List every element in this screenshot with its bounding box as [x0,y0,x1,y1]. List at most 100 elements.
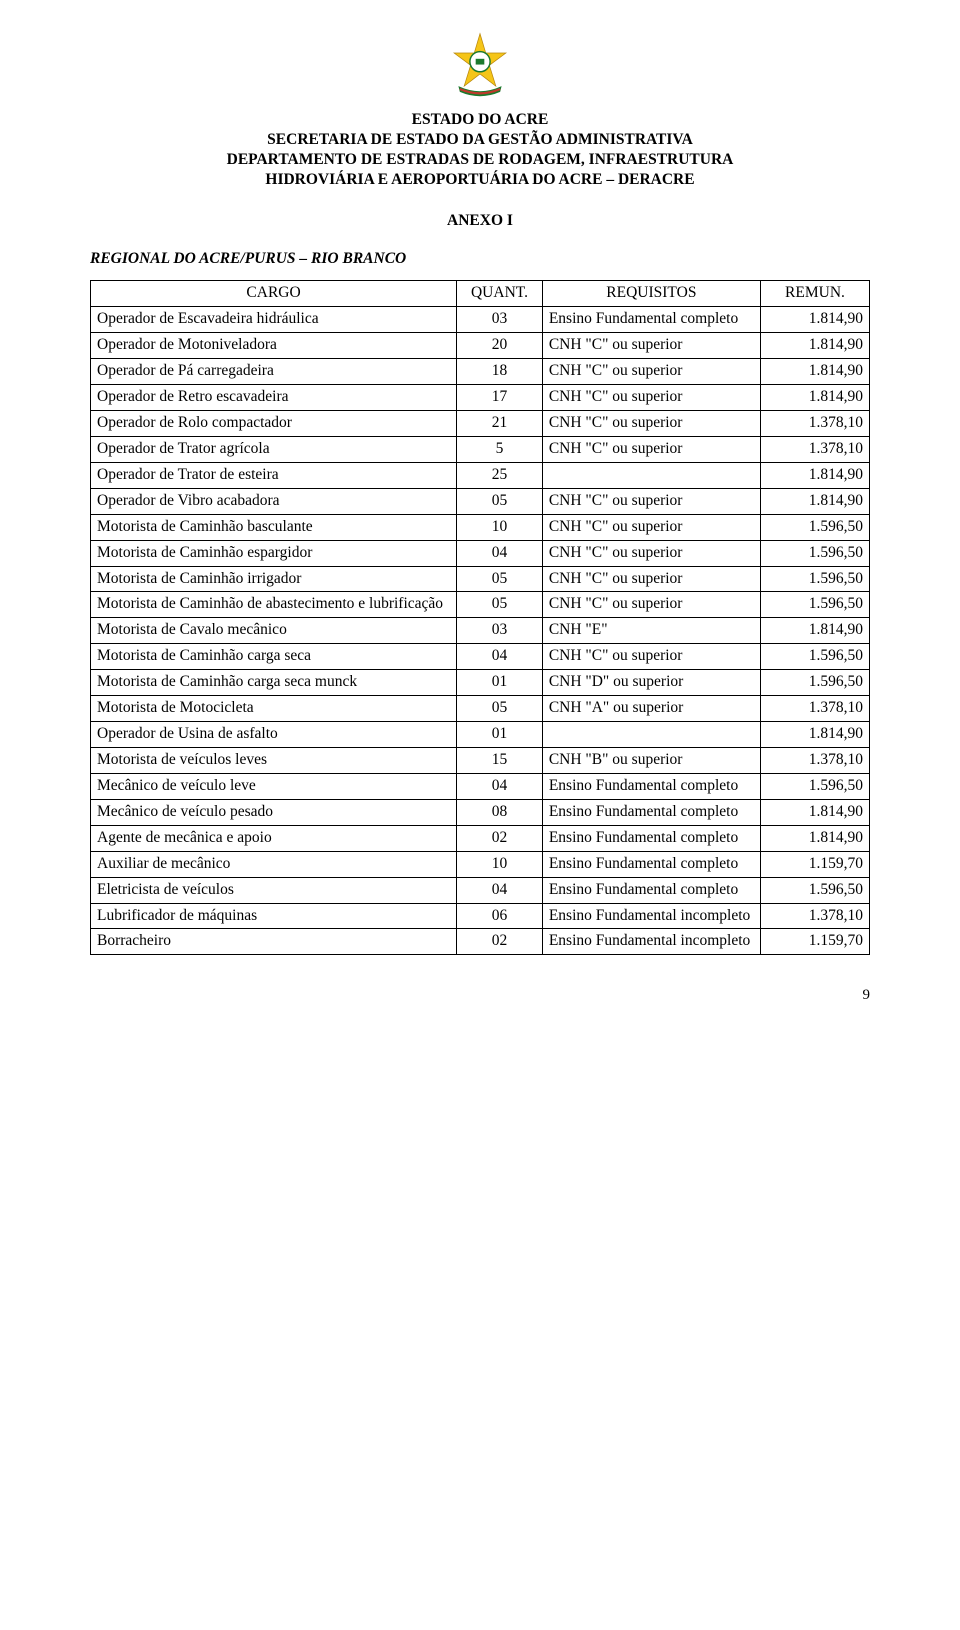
cell-quant: 02 [457,825,543,851]
col-requisitos: REQUISITOS [542,281,760,307]
cell-quant: 18 [457,359,543,385]
cell-quant: 04 [457,773,543,799]
cell-quant: 06 [457,903,543,929]
table-row: Motorista de Caminhão carga seca munck01… [91,670,870,696]
cell-requisitos: CNH "E" [542,618,760,644]
cell-requisitos: CNH "C" ou superior [542,592,760,618]
cell-quant: 10 [457,514,543,540]
cell-requisitos [542,722,760,748]
cell-cargo: Motorista de Cavalo mecânico [91,618,457,644]
cell-cargo: Operador de Retro escavadeira [91,385,457,411]
cell-remun: 1.814,90 [760,722,869,748]
document-header: ESTADO DO ACRE SECRETARIA DE ESTADO DA G… [90,110,870,191]
cell-cargo: Auxiliar de mecânico [91,851,457,877]
cell-quant: 17 [457,385,543,411]
cell-remun: 1.378,10 [760,903,869,929]
table-row: Operador de Usina de asfalto01 1.814,90 [91,722,870,748]
cell-remun: 1.596,50 [760,773,869,799]
cell-quant: 02 [457,929,543,955]
regional-title: REGIONAL DO ACRE/PURUS – RIO BRANCO [90,249,870,270]
cell-cargo: Motorista de Caminhão de abastecimento e… [91,592,457,618]
table-row: Auxiliar de mecânico10Ensino Fundamental… [91,851,870,877]
cell-cargo: Operador de Trator agrícola [91,436,457,462]
cell-requisitos: CNH "C" ou superior [542,540,760,566]
table-row: Motorista de Caminhão basculante10CNH "C… [91,514,870,540]
cell-remun: 1.814,90 [760,825,869,851]
cell-remun: 1.596,50 [760,670,869,696]
page-number: 9 [90,985,870,1005]
table-row: Operador de Trator agrícola5CNH "C" ou s… [91,436,870,462]
header-line-4: HIDROVIÁRIA E AEROPORTUÁRIA DO ACRE – DE… [90,170,870,190]
cell-quant: 05 [457,566,543,592]
cell-requisitos: CNH "C" ou superior [542,333,760,359]
cell-cargo: Motorista de Caminhão espargidor [91,540,457,566]
table-row: Agente de mecânica e apoio02Ensino Funda… [91,825,870,851]
cell-remun: 1.814,90 [760,799,869,825]
cell-cargo: Lubrificador de máquinas [91,903,457,929]
cell-remun: 1.596,50 [760,644,869,670]
cell-quant: 05 [457,488,543,514]
cell-remun: 1.814,90 [760,359,869,385]
cell-remun: 1.378,10 [760,748,869,774]
cell-requisitos: Ensino Fundamental completo [542,825,760,851]
table-row: Operador de Escavadeira hidráulica03Ensi… [91,307,870,333]
positions-table: CARGO QUANT. REQUISITOS REMUN. Operador … [90,280,870,955]
table-row: Operador de Rolo compactador21CNH "C" ou… [91,411,870,437]
table-row: Operador de Trator de esteira251.814,90 [91,462,870,488]
cell-cargo: Agente de mecânica e apoio [91,825,457,851]
cell-quant: 25 [457,462,543,488]
table-row: Operador de Retro escavadeira17CNH "C" o… [91,385,870,411]
table-row: Eletricista de veículos04Ensino Fundamen… [91,877,870,903]
col-remun: REMUN. [760,281,869,307]
cell-remun: 1.814,90 [760,333,869,359]
col-cargo: CARGO [91,281,457,307]
cell-requisitos: CNH "D" ou superior [542,670,760,696]
table-row: Operador de Pá carregadeira18CNH "C" ou … [91,359,870,385]
state-seal-logo-icon [444,30,516,102]
cell-cargo: Operador de Usina de asfalto [91,722,457,748]
cell-remun: 1.814,90 [760,307,869,333]
table-row: Motorista de veículos leves15CNH "B" ou … [91,748,870,774]
table-body: Operador de Escavadeira hidráulica03Ensi… [91,307,870,955]
cell-quant: 04 [457,540,543,566]
cell-cargo: Eletricista de veículos [91,877,457,903]
cell-remun: 1.596,50 [760,514,869,540]
cell-requisitos [542,462,760,488]
table-row: Motorista de Motocicleta05CNH "A" ou sup… [91,696,870,722]
cell-cargo: Motorista de Caminhão irrigador [91,566,457,592]
table-header-row: CARGO QUANT. REQUISITOS REMUN. [91,281,870,307]
table-row: Lubrificador de máquinas06Ensino Fundame… [91,903,870,929]
cell-cargo: Motorista de Caminhão basculante [91,514,457,540]
cell-remun: 1.596,50 [760,566,869,592]
table-row: Mecânico de veículo leve04Ensino Fundame… [91,773,870,799]
annex-title: ANEXO I [90,211,870,232]
cell-remun: 1.378,10 [760,411,869,437]
table-row: Motorista de Caminhão espargidor04CNH "C… [91,540,870,566]
header-line-1: ESTADO DO ACRE [90,110,870,130]
cell-cargo: Motorista de veículos leves [91,748,457,774]
cell-quant: 21 [457,411,543,437]
cell-quant: 01 [457,722,543,748]
table-row: Motorista de Cavalo mecânico03CNH "E"1.8… [91,618,870,644]
cell-remun: 1.159,70 [760,929,869,955]
header-line-3: DEPARTAMENTO DE ESTRADAS DE RODAGEM, INF… [90,150,870,170]
cell-cargo: Operador de Vibro acabadora [91,488,457,514]
cell-requisitos: CNH "C" ou superior [542,411,760,437]
cell-quant: 04 [457,644,543,670]
table-row: Operador de Motoniveladora20CNH "C" ou s… [91,333,870,359]
table-row: Mecânico de veículo pesado08Ensino Funda… [91,799,870,825]
cell-cargo: Operador de Pá carregadeira [91,359,457,385]
cell-quant: 15 [457,748,543,774]
cell-requisitos: CNH "C" ou superior [542,514,760,540]
cell-requisitos: Ensino Fundamental completo [542,851,760,877]
header-line-2: SECRETARIA DE ESTADO DA GESTÃO ADMINISTR… [90,130,870,150]
table-row: Motorista de Caminhão irrigador05CNH "C"… [91,566,870,592]
cell-requisitos: Ensino Fundamental completo [542,773,760,799]
cell-quant: 05 [457,592,543,618]
cell-requisitos: CNH "C" ou superior [542,359,760,385]
cell-requisitos: Ensino Fundamental completo [542,877,760,903]
cell-cargo: Motorista de Caminhão carga seca [91,644,457,670]
cell-quant: 20 [457,333,543,359]
cell-cargo: Borracheiro [91,929,457,955]
cell-remun: 1.159,70 [760,851,869,877]
